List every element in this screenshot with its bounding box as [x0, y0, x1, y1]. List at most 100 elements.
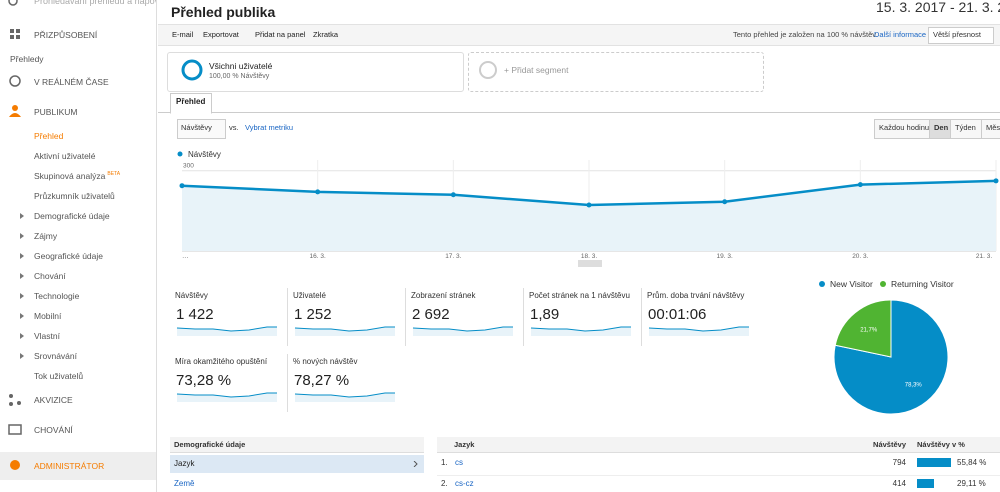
toolbar-action[interactable]: E-mail — [172, 30, 194, 39]
behavior-icon — [8, 424, 22, 435]
dimension-selected — [170, 455, 424, 473]
nav-subitem[interactable]: Mobilní — [34, 311, 62, 321]
legend-label: Návštěvy — [188, 150, 221, 159]
nav-item[interactable]: PŘIZPŮSOBENÍ — [34, 30, 98, 40]
point — [857, 182, 863, 188]
audience-icon — [9, 105, 21, 117]
nav-subitem[interactable]: Přehled — [34, 131, 64, 141]
sidebar: Prohledávání přehledů a nápovědy PŘIZPŮSO… — [0, 0, 157, 492]
row-name[interactable]: cs — [455, 458, 463, 467]
precision-select — [928, 27, 994, 44]
sampling-note: Tento přehled je založen na 100 % návště… — [733, 30, 878, 39]
expand-arrow — [20, 353, 24, 359]
nav-subitem[interactable]: Demografické údaje — [34, 211, 110, 221]
vs-label: vs. — [229, 123, 239, 132]
expand-arrow — [20, 273, 24, 279]
legend-swatch — [819, 281, 825, 287]
sparkline — [412, 326, 513, 336]
row-visits: 794 — [892, 458, 906, 467]
nav-subitem[interactable]: Průzkumník uživatelů — [34, 191, 115, 201]
sparkline-line — [530, 326, 631, 332]
table-header — [437, 437, 1000, 453]
toolbar-action[interactable]: Zkratka — [313, 30, 339, 39]
more-info-link[interactable]: Další informace — [874, 30, 927, 39]
column-header: Návštěvy v % — [917, 440, 965, 449]
segment-share: 100,00 % Návštěvy — [209, 73, 270, 80]
series-area — [182, 180, 996, 251]
nav-subitem[interactable]: Srovnávání — [34, 351, 77, 361]
tab-label[interactable]: Přehled — [176, 97, 206, 106]
customization-icon — [10, 29, 20, 39]
nav-item[interactable]: PUBLIKUM — [34, 107, 78, 117]
expand-arrow — [20, 293, 24, 299]
column-header: Návštěvy — [873, 440, 906, 449]
granularity-button — [981, 119, 1000, 139]
point — [315, 189, 321, 195]
expand-arrow — [20, 333, 24, 339]
line-chart: Návštěvy150300…16. 3.17. 3.18. 3.19. 3.2… — [177, 150, 999, 267]
pie-slice — [834, 299, 892, 358]
nav-item[interactable]: CHOVÁNÍ — [34, 425, 73, 435]
row-rank: 1. — [441, 458, 448, 467]
sparkline — [294, 392, 395, 402]
metric-value: 1 252 — [294, 306, 332, 323]
metric-value: 2 692 — [412, 306, 450, 323]
metric-label: Zobrazení stránek — [411, 291, 476, 300]
segment-icons — [181, 59, 497, 81]
metric-label: % nových návštěv — [293, 357, 358, 366]
nav-subitem[interactable]: Skupinová analýza BETA — [34, 171, 121, 181]
metric-select-label[interactable]: Návštěvy — [181, 123, 212, 132]
page-title: Přehled publika — [171, 4, 276, 20]
segment-name: Všichni uživatelé — [209, 61, 273, 71]
nav-subitem[interactable]: Zájmy — [34, 231, 58, 241]
metric-divider — [405, 288, 406, 346]
metric-label: Prům. doba trvání návštěvy — [647, 291, 745, 300]
legend-label: Returning Visitor — [891, 279, 954, 289]
choose-metric-link[interactable]: Vybrat metriku — [245, 123, 294, 132]
nav-item[interactable]: ADMINISTRÁTOR — [34, 461, 105, 471]
add-segment[interactable]: + Přidat segment — [504, 65, 569, 75]
selected-arrow — [413, 461, 418, 467]
nav-item[interactable]: AKVIZICE — [34, 395, 73, 405]
granularity-label[interactable]: Měsíc — [986, 123, 1000, 132]
sparkline — [294, 326, 395, 336]
point — [993, 178, 999, 184]
dimension-item[interactable]: Jazyk — [174, 459, 195, 468]
precision-select-label[interactable]: Větší přesnost — [933, 30, 981, 39]
x-tick-label: … — [182, 253, 189, 260]
search-input[interactable]: Prohledávání přehledů a nápovědy — [34, 0, 156, 6]
nav-subitem[interactable]: Vlastní — [34, 331, 60, 341]
granularity-label[interactable]: Týden — [955, 123, 976, 132]
date-range[interactable]: 15. 3. 2017 - 21. 3. 2017 — [876, 0, 1000, 15]
nav-subitem[interactable]: Chování — [34, 271, 66, 281]
share-label: 29,11 % — [957, 479, 986, 488]
nav-item[interactable]: V REÁLNÉM ČASE — [34, 77, 109, 87]
expand-arrow — [20, 313, 24, 319]
toolbar-action[interactable]: Exportovat — [203, 30, 239, 39]
metric-divider — [287, 288, 288, 346]
x-tick-label: 20. 3. — [852, 253, 868, 260]
share-bar — [917, 479, 935, 488]
granularity-label[interactable]: Každou hodinu — [879, 123, 930, 132]
toolbar-action[interactable]: Přidat na panel — [255, 30, 306, 39]
dimension-item[interactable]: Země — [174, 479, 195, 488]
admin-icon — [10, 460, 20, 470]
tab — [170, 93, 212, 114]
metric-label: Míra okamžitého opuštění — [175, 357, 268, 366]
pie-slice — [833, 299, 949, 415]
nav-subitem[interactable]: Tok uživatelů — [34, 371, 84, 381]
nav-subitem[interactable]: Technologie — [34, 291, 80, 301]
granularity-label[interactable]: Den — [934, 123, 949, 132]
sparkline — [176, 392, 277, 402]
pie-chart: New Visitor Returning Visitor 78,3% 21,7% — [819, 279, 954, 415]
nav-subitem[interactable]: Geografické údaje — [34, 251, 103, 261]
admin-highlight — [0, 452, 156, 480]
sparkline-line — [294, 326, 395, 332]
sparkline — [648, 326, 749, 336]
row-name[interactable]: cs-cz — [455, 479, 474, 488]
sparkline — [530, 326, 631, 336]
metric-value: 78,27 % — [294, 372, 350, 389]
nav-subitem[interactable]: Aktivní uživatelé — [34, 151, 96, 161]
sparkline — [176, 326, 277, 336]
